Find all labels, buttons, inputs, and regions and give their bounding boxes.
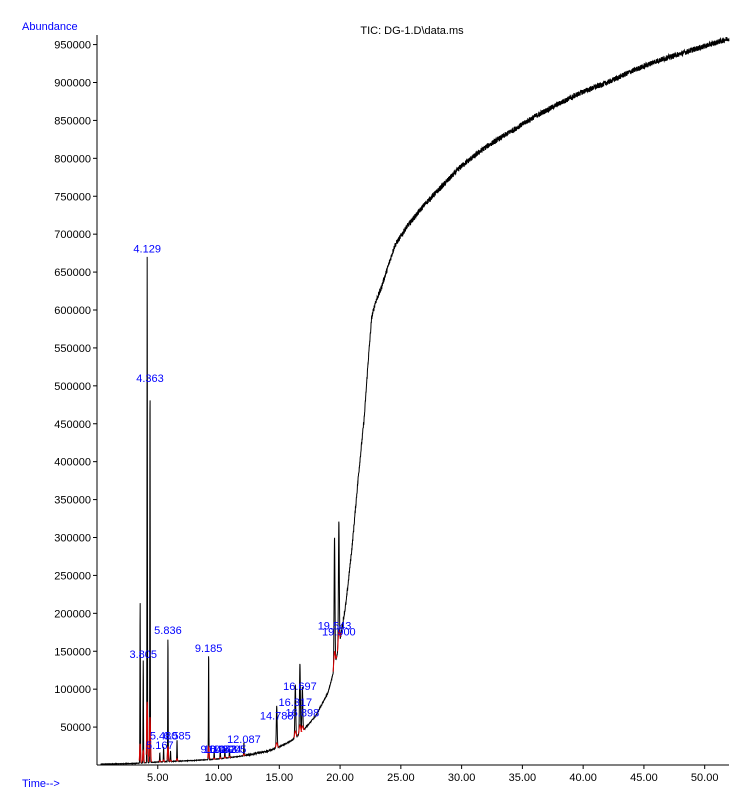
peak-label: 16.898	[286, 708, 320, 720]
y-tick-label: 400000	[54, 457, 91, 469]
peak-label: 10.905	[213, 744, 247, 756]
y-tick-label: 850000	[54, 115, 91, 127]
peak-integration-mark	[138, 743, 143, 764]
peak-integration-mark	[223, 756, 227, 759]
peak-label: 5.836	[154, 625, 182, 637]
peak-integration-mark	[141, 748, 146, 763]
y-axis-title: Abundance	[22, 21, 78, 33]
peak-integration-mark	[293, 730, 298, 738]
y-tick-label: 800000	[54, 153, 91, 165]
peak-label: 9.185	[195, 643, 223, 655]
peak-label: 14.788	[260, 711, 294, 723]
y-ticks: 50000 100000 150000 200000 250000 300000 35000…	[54, 40, 97, 734]
peak-integration-mark	[169, 759, 173, 762]
y-tick-label: 750000	[54, 191, 91, 203]
axes	[96, 35, 729, 766]
peak-integration-mark	[175, 758, 179, 762]
peak-label: 16.317	[278, 697, 312, 709]
y-tick-label: 300000	[54, 533, 91, 545]
peak-label: 5.480	[150, 730, 178, 742]
peak-integration-mark	[297, 724, 303, 734]
peak-integration-mark	[212, 757, 216, 760]
tic-trace-line	[100, 37, 730, 766]
x-ticks: 5.00 10.00 15.00 20.00 25.00 30.00 35.00 40.00 4…	[147, 765, 718, 784]
peak-integration-mark	[145, 701, 150, 763]
x-tick-label: 45.00	[630, 772, 658, 784]
peak-integration-mark	[148, 717, 152, 763]
y-tick-label: 650000	[54, 267, 91, 279]
peak-labels: 4.129 4.363 3.805 5.836 9.185 5.4805.1676.585…	[129, 243, 355, 756]
y-tick-label: 550000	[54, 343, 91, 355]
y-tick-label: 500000	[54, 381, 91, 393]
peak-label: 19.900	[322, 626, 356, 638]
y-tick-label: 50000	[60, 722, 91, 734]
chart-title: TIC: DG-1.D\data.ms	[360, 25, 464, 37]
y-tick-label: 450000	[54, 419, 91, 431]
x-tick-label: 15.00	[266, 772, 294, 784]
peak-integration-mark	[242, 753, 246, 756]
peak-integration-mark	[162, 759, 166, 763]
peak-integration-mark	[207, 744, 211, 760]
peak-label: 12.087	[227, 734, 261, 746]
x-tick-label: 5.00	[147, 772, 168, 784]
peak-integration-mark	[274, 742, 280, 748]
peak-label: 10.143	[203, 744, 237, 756]
x-tick-label: 35.00	[509, 772, 537, 784]
x-tick-label: 40.00	[569, 772, 597, 784]
peak-label: 4.129	[133, 243, 161, 255]
x-tick-label: 10.00	[205, 772, 233, 784]
peak-label: 4.363	[136, 373, 164, 385]
peak-integration-mark	[332, 650, 338, 672]
x-tick-label: 20.00	[326, 772, 354, 784]
y-tick-label: 100000	[54, 684, 91, 696]
peak-label: 16.697	[283, 681, 317, 693]
x-axis-title: Time-->	[22, 778, 60, 790]
peak-integration-mark	[166, 746, 170, 762]
y-tick-label: 350000	[54, 495, 91, 507]
y-tick-label: 900000	[54, 78, 91, 90]
y-tick-label: 700000	[54, 229, 91, 241]
y-tick-label: 600000	[54, 305, 91, 317]
peak-label: 9.648	[200, 744, 228, 756]
y-tick-label: 200000	[54, 608, 91, 620]
peak-label: 5.167	[146, 740, 174, 752]
x-tick-label: 50.00	[691, 772, 719, 784]
peak-label: 10.524	[208, 744, 242, 756]
peak-label: 6.585	[163, 730, 191, 742]
y-tick-label: 150000	[54, 646, 91, 658]
peak-integration-mark	[300, 725, 306, 732]
peak-label: 19.543	[318, 620, 352, 632]
plot-area	[100, 37, 730, 766]
peak-integration-mark	[218, 756, 222, 760]
peak-integration-mark	[336, 629, 342, 652]
x-tick-label: 25.00	[387, 772, 415, 784]
y-tick-label: 250000	[54, 570, 91, 582]
x-tick-label: 30.00	[448, 772, 476, 784]
peak-integration-mark	[228, 755, 231, 758]
peak-integration-mark	[158, 760, 162, 763]
y-tick-label: 950000	[54, 40, 91, 52]
peak-label: 3.805	[129, 649, 157, 661]
